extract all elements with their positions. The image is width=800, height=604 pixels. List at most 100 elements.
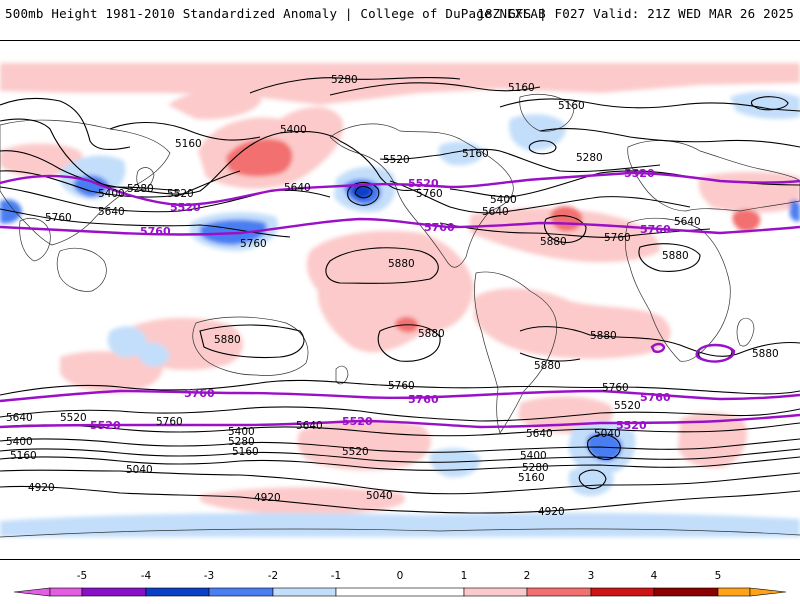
colorbar-bin bbox=[209, 588, 273, 596]
anomaly-shading bbox=[0, 63, 800, 537]
colorbar-ticks: -5 -4 -3 -2 -1 0 1 2 3 4 5 bbox=[77, 570, 722, 582]
contour-label: 5640 bbox=[98, 206, 125, 218]
colorbar-tick: 5 bbox=[715, 570, 722, 582]
coast-india bbox=[20, 218, 51, 261]
colorbar-bin bbox=[336, 588, 464, 596]
contour-label: 5400 bbox=[520, 450, 547, 462]
colorbar-bin bbox=[527, 588, 591, 596]
contour-label: 5400 bbox=[6, 436, 33, 448]
highlight-label: 5760 bbox=[640, 223, 671, 236]
highlight-label: 5760 bbox=[424, 221, 455, 234]
colorbar-svg: -5 -4 -3 -2 -1 0 1 2 3 4 5 bbox=[0, 568, 800, 600]
contour-label: 5640 bbox=[674, 216, 701, 228]
contour-label: 5160 bbox=[232, 446, 259, 458]
colorbar-bin bbox=[82, 588, 146, 596]
colorbar-tick: 1 bbox=[461, 570, 468, 582]
highlight-label: 5760 bbox=[184, 387, 215, 400]
coast-madagascar bbox=[737, 318, 754, 346]
colorbar-tick: -5 bbox=[77, 570, 87, 582]
contour-5520-na bbox=[380, 149, 660, 171]
contour-label: 5520 bbox=[167, 188, 194, 200]
contour-label: 5040 bbox=[126, 464, 153, 476]
map-title: 500mb Height 1981-2010 Standardized Anom… bbox=[5, 6, 546, 21]
colorbar: -5 -4 -3 -2 -1 0 1 2 3 4 5 bbox=[0, 568, 800, 600]
anomaly-positive-nw-pacific bbox=[168, 91, 262, 120]
contour-label: 4920 bbox=[538, 506, 565, 518]
contour-label: 5160 bbox=[175, 138, 202, 150]
contour-label: 5400 bbox=[98, 188, 125, 200]
colorbar-tick: 3 bbox=[588, 570, 595, 582]
contour-label: 5520 bbox=[342, 446, 369, 458]
colorbar-tick: 2 bbox=[524, 570, 531, 582]
contour-label: 5880 bbox=[540, 236, 567, 248]
contour-label: 5880 bbox=[418, 328, 445, 340]
contour-label: 5520 bbox=[60, 412, 87, 424]
map-panel[interactable]: 5280 5160 5160 5400 5160 5520 5160 5280 … bbox=[0, 40, 800, 560]
contour-label: 5400 bbox=[490, 194, 517, 206]
colorbar-bin bbox=[273, 588, 336, 596]
colorbar-tick: -2 bbox=[268, 570, 278, 582]
highlight-label: 5520 bbox=[624, 167, 655, 180]
contour-label: 5160 bbox=[508, 82, 535, 94]
contour-5040-s bbox=[0, 470, 800, 494]
anomaly-positive-s-america bbox=[474, 288, 671, 358]
colorbar-tick: -4 bbox=[141, 570, 152, 582]
anomaly-positive-europe bbox=[699, 172, 800, 213]
colorbar-arrow-low bbox=[14, 588, 50, 596]
contour-label: 5880 bbox=[590, 330, 617, 342]
anomaly-negative-antarctic bbox=[0, 513, 800, 537]
highlight-label: 5520 bbox=[408, 177, 439, 190]
contour-label: 5880 bbox=[752, 348, 779, 360]
anomaly-positive-trop-pacific bbox=[307, 231, 474, 353]
contour-label: 5640 bbox=[284, 182, 311, 194]
contour-label: 5760 bbox=[604, 232, 631, 244]
contour-label: 5040 bbox=[366, 490, 393, 502]
contour-label: 5880 bbox=[214, 334, 241, 346]
map-canvas[interactable]: 5280 5160 5160 5400 5160 5520 5160 5280 … bbox=[0, 41, 800, 560]
contour-label: 5640 bbox=[6, 412, 33, 424]
contour-label: 5280 bbox=[331, 74, 358, 86]
contour-label: 5160 bbox=[10, 450, 37, 462]
highlight-label: 5760 bbox=[140, 225, 171, 238]
contour-label: 4920 bbox=[28, 482, 55, 494]
highlight-label: 5760 bbox=[408, 393, 439, 406]
contour-label: 5400 bbox=[280, 124, 307, 136]
contour-label: 5280 bbox=[576, 152, 603, 164]
colorbar-bin bbox=[146, 588, 209, 596]
colorbar-tick: 0 bbox=[397, 570, 404, 582]
contour-label: 5640 bbox=[296, 420, 323, 432]
highlight-label: 5760 bbox=[640, 391, 671, 404]
contour-label: 5760 bbox=[602, 382, 629, 394]
contour-label: 5760 bbox=[388, 380, 415, 392]
contour-label: 5760 bbox=[240, 238, 267, 250]
contour-label: 5880 bbox=[388, 258, 415, 270]
contour-label: 5760 bbox=[45, 212, 72, 224]
contour-5280-atl bbox=[540, 129, 800, 147]
highlight-label: 5520 bbox=[342, 415, 373, 428]
colorbar-bin bbox=[654, 588, 718, 596]
contour-label: 5880 bbox=[534, 360, 561, 372]
colorbar-bin bbox=[591, 588, 654, 596]
colorbar-tick: -3 bbox=[204, 570, 214, 582]
contour-label: 5160 bbox=[518, 472, 545, 484]
contour-label: 5640 bbox=[482, 206, 509, 218]
colorbar-bins bbox=[14, 588, 786, 596]
contour-label: 5520 bbox=[614, 400, 641, 412]
coast-new-zealand bbox=[336, 366, 348, 384]
highlight-label: 5520 bbox=[616, 419, 647, 432]
contour-label: 4920 bbox=[254, 492, 281, 504]
contour-label: 5160 bbox=[558, 100, 585, 112]
coast-se-asia bbox=[57, 248, 106, 291]
colorbar-bin bbox=[718, 588, 750, 596]
colorbar-bin bbox=[464, 588, 527, 596]
highlight-label: 5520 bbox=[90, 419, 121, 432]
contour-label: 5640 bbox=[526, 428, 553, 440]
contour-label: 5880 bbox=[662, 250, 689, 262]
contour-label: 5280 bbox=[127, 183, 154, 195]
header: 500mb Height 1981-2010 Standardized Anom… bbox=[0, 0, 800, 38]
colorbar-tick: -1 bbox=[331, 570, 341, 582]
contour-label: 5520 bbox=[383, 154, 410, 166]
colorbar-bin bbox=[50, 588, 82, 596]
run-info: 18Z GFS | F027 Valid: 21Z WED MAR 26 202… bbox=[477, 6, 794, 21]
contour-label: 5760 bbox=[156, 416, 183, 428]
